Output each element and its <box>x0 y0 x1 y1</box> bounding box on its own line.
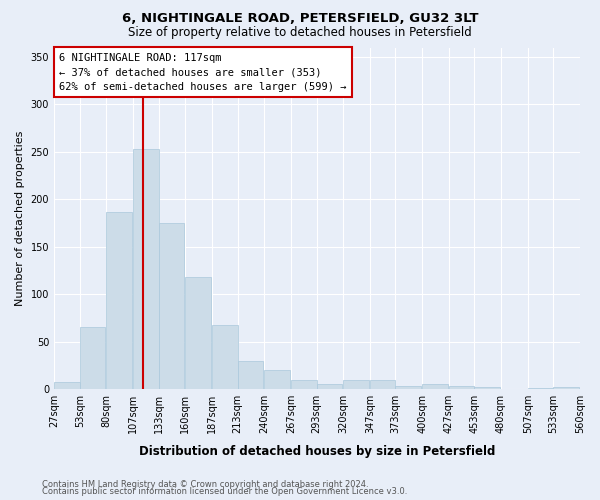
Text: 6 NIGHTINGALE ROAD: 117sqm
← 37% of detached houses are smaller (353)
62% of sem: 6 NIGHTINGALE ROAD: 117sqm ← 37% of deta… <box>59 52 347 92</box>
Bar <box>212 324 238 389</box>
Bar <box>528 388 553 389</box>
Bar <box>317 384 342 389</box>
Bar <box>395 386 421 389</box>
Bar <box>422 384 448 389</box>
Bar <box>133 149 158 389</box>
Bar <box>475 388 500 389</box>
Bar <box>185 277 211 389</box>
Bar <box>80 328 106 389</box>
Bar <box>106 212 132 389</box>
Text: Contains HM Land Registry data © Crown copyright and database right 2024.: Contains HM Land Registry data © Crown c… <box>42 480 368 489</box>
Bar <box>291 380 317 389</box>
Text: Size of property relative to detached houses in Petersfield: Size of property relative to detached ho… <box>128 26 472 39</box>
Bar <box>449 386 475 389</box>
Bar <box>343 380 369 389</box>
Bar <box>553 388 579 389</box>
Bar <box>54 382 80 389</box>
X-axis label: Distribution of detached houses by size in Petersfield: Distribution of detached houses by size … <box>139 444 495 458</box>
Text: Contains public sector information licensed under the Open Government Licence v3: Contains public sector information licen… <box>42 488 407 496</box>
Bar <box>158 223 184 389</box>
Bar <box>370 380 395 389</box>
Bar <box>238 360 263 389</box>
Bar <box>264 370 290 389</box>
Y-axis label: Number of detached properties: Number of detached properties <box>15 130 25 306</box>
Text: 6, NIGHTINGALE ROAD, PETERSFIELD, GU32 3LT: 6, NIGHTINGALE ROAD, PETERSFIELD, GU32 3… <box>122 12 478 26</box>
